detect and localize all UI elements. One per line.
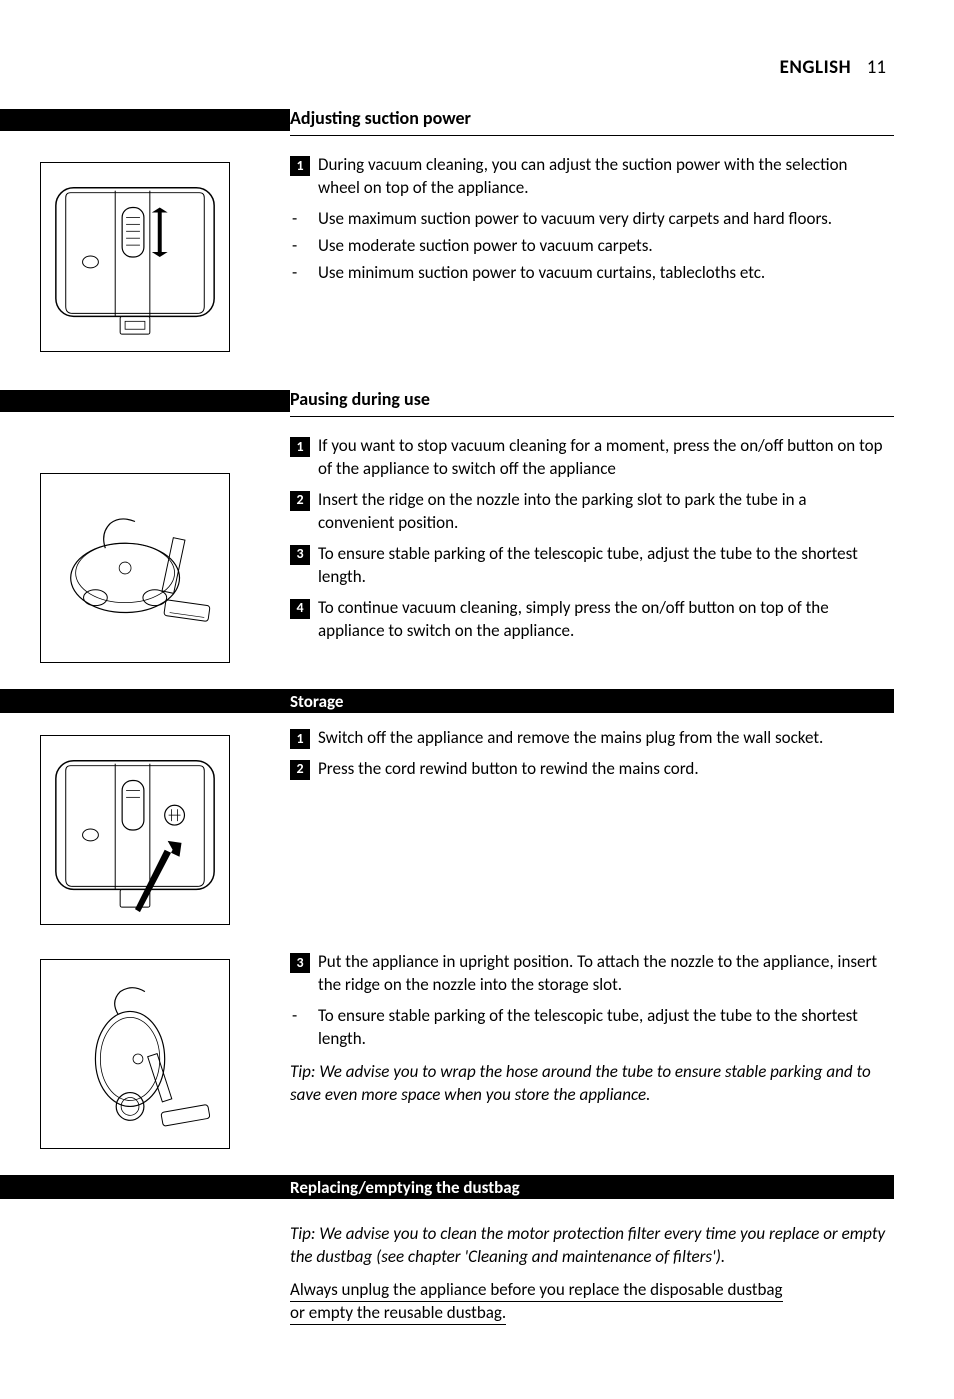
heading-bar-left <box>0 390 290 412</box>
section-heading-adjusting: Adjusting suction power <box>0 107 894 131</box>
step-item: 3 Put the appliance in upright position.… <box>290 951 886 997</box>
section-heading-pausing: Pausing during use <box>0 388 894 412</box>
list-item: - Use maximum suction power to vacuum ve… <box>290 208 886 231</box>
page-header: ENGLISH 11 <box>0 56 894 79</box>
step-item: 1 If you want to stop vacuum cleaning fo… <box>290 435 886 481</box>
list-text: Use minimum suction power to vacuum curt… <box>318 262 886 285</box>
dash-icon: - <box>290 208 318 231</box>
step-number-icon: 4 <box>290 599 310 619</box>
step-number-icon: 2 <box>290 491 310 511</box>
step-number-icon: 1 <box>290 729 310 749</box>
dash-icon: - <box>290 1005 318 1051</box>
list-text: To ensure stable parking of the telescop… <box>318 1005 886 1051</box>
warning-text: Always unplug the appliance before you r… <box>290 1279 886 1325</box>
warning-line: Always unplug the appliance before you r… <box>290 1279 783 1302</box>
tip-text: Tip: We advise you to clean the motor pr… <box>290 1223 886 1269</box>
step-text: To continue vacuum cleaning, simply pres… <box>318 597 886 643</box>
heading-divider <box>290 416 894 417</box>
section-heading-storage: Storage <box>0 689 894 713</box>
step-number-icon: 2 <box>290 760 310 780</box>
header-page-number: 11 <box>867 56 886 79</box>
step-text: If you want to stop vacuum cleaning for … <box>318 435 886 481</box>
step-item: 2 Insert the ridge on the nozzle into th… <box>290 489 886 535</box>
section-heading-dustbag: Replacing/emptying the dustbag <box>0 1175 894 1199</box>
step-number-icon: 3 <box>290 545 310 565</box>
heading-text: Replacing/emptying the dustbag <box>290 1177 520 1198</box>
warning-line: or empty the reusable dustbag. <box>290 1302 506 1325</box>
dash-icon: - <box>290 235 318 258</box>
illustration-upright-storage <box>40 959 230 1149</box>
illustration-suction-wheel <box>40 162 230 352</box>
step-item: 3 To ensure stable parking of the telesc… <box>290 543 886 589</box>
illustration-parking <box>40 473 230 663</box>
list-text: Use moderate suction power to vacuum car… <box>318 235 886 258</box>
step-item: 4 To continue vacuum cleaning, simply pr… <box>290 597 886 643</box>
list-item: - To ensure stable parking of the telesc… <box>290 1005 886 1051</box>
tip-text: Tip: We advise you to wrap the hose arou… <box>290 1061 886 1107</box>
step-item: 1 During vacuum cleaning, you can adjust… <box>290 154 886 200</box>
illustration-cord-rewind <box>40 735 230 925</box>
step-text: Press the cord rewind button to rewind t… <box>318 758 886 781</box>
header-language: ENGLISH <box>780 56 851 79</box>
list-item: - Use moderate suction power to vacuum c… <box>290 235 886 258</box>
heading-text: Storage <box>290 691 343 712</box>
heading-divider <box>290 135 894 136</box>
step-number-icon: 1 <box>290 437 310 457</box>
step-item: 1 Switch off the appliance and remove th… <box>290 727 886 750</box>
heading-text: Adjusting suction power <box>290 107 471 131</box>
step-text: Insert the ridge on the nozzle into the … <box>318 489 886 535</box>
step-item: 2 Press the cord rewind button to rewind… <box>290 758 886 781</box>
step-number-icon: 3 <box>290 953 310 973</box>
step-number-icon: 1 <box>290 156 310 176</box>
step-text: During vacuum cleaning, you can adjust t… <box>318 154 886 200</box>
list-text: Use maximum suction power to vacuum very… <box>318 208 886 231</box>
list-item: - Use minimum suction power to vacuum cu… <box>290 262 886 285</box>
step-text: Put the appliance in upright position. T… <box>318 951 886 997</box>
dash-icon: - <box>290 262 318 285</box>
heading-bar-left <box>0 109 290 131</box>
step-text: To ensure stable parking of the telescop… <box>318 543 886 589</box>
step-text: Switch off the appliance and remove the … <box>318 727 886 750</box>
heading-text: Pausing during use <box>290 388 430 412</box>
